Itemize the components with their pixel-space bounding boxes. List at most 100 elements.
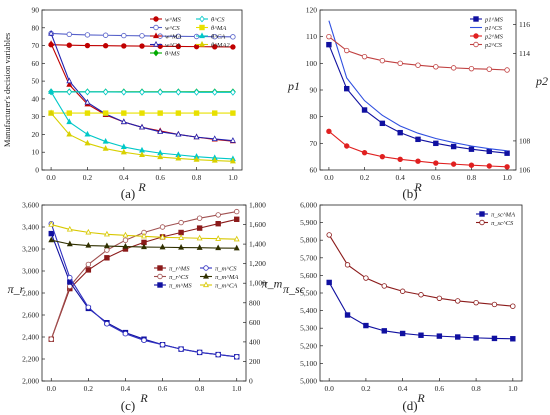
data-point <box>399 330 406 337</box>
data-point <box>175 33 182 40</box>
y2-tick-label: 600 <box>249 318 261 327</box>
data-point <box>84 110 91 116</box>
y-tick-label: 5,100 <box>300 359 317 368</box>
data-point <box>159 233 166 240</box>
data-point <box>84 42 91 49</box>
y-tick-label: 5,900 <box>300 218 317 227</box>
y-tick-label: 100 <box>306 59 318 68</box>
data-point <box>84 130 91 137</box>
data-point <box>66 42 72 48</box>
data-point <box>326 41 332 48</box>
data-point <box>157 128 164 134</box>
x-tick-label: 0.4 <box>395 173 405 182</box>
x-tick-label: 0.4 <box>398 384 408 393</box>
legend-marker <box>199 24 205 31</box>
legend-marker <box>479 211 485 217</box>
y-tick-label: 5,500 <box>300 289 317 298</box>
data-point <box>139 33 145 39</box>
chart-panel-3: 0.0 0.2 0.4 0.6 0.8 1.0 2,000 2,200 2,400 2,600 2,… <box>8 201 283 414</box>
x-tick-label: 0.8 <box>195 384 205 393</box>
data-point <box>215 235 222 241</box>
x-tick-label: 1.0 <box>508 384 518 393</box>
data-point <box>48 220 55 227</box>
legend-entry: π_m^MA <box>215 274 238 281</box>
data-point <box>120 118 127 125</box>
x-tick-label: 0.0 <box>47 384 57 393</box>
y-tick-label: 80 <box>310 112 318 121</box>
data-point <box>212 44 218 50</box>
x-tick-label: 0.6 <box>155 173 165 182</box>
y-tick-label: 120 <box>306 6 318 15</box>
data-point <box>211 135 218 141</box>
legend-entry: p2^MS <box>484 34 504 41</box>
data-point <box>104 321 110 327</box>
data-point <box>455 334 461 340</box>
y-tick-label: 5,300 <box>300 324 317 333</box>
data-point <box>67 274 73 281</box>
data-point <box>418 292 424 298</box>
data-point <box>230 34 236 40</box>
data-point <box>120 148 127 155</box>
data-point <box>399 288 406 294</box>
data-point <box>121 110 127 116</box>
x-axis-label: R <box>137 180 146 194</box>
data-point <box>48 88 55 94</box>
data-point <box>141 232 147 239</box>
data-point <box>193 133 200 140</box>
legend-entry: p1^CS <box>484 25 503 32</box>
data-point <box>84 88 91 96</box>
x-tick-label: 0.4 <box>121 384 131 393</box>
y-tick-label: 2,200 <box>22 355 39 364</box>
data-point <box>122 231 129 238</box>
legend-entry: θ^MA <box>211 25 226 32</box>
y2-tick-label: 114 <box>519 49 530 58</box>
data-point <box>436 333 443 339</box>
y2-tick-label: 800 <box>249 298 261 307</box>
data-point <box>486 148 492 155</box>
data-point <box>84 32 91 38</box>
data-point <box>468 65 475 72</box>
series-line-2 <box>328 20 508 152</box>
y-tick-label: 60 <box>310 166 318 175</box>
y-tick-label: 2,600 <box>22 311 39 320</box>
legend: w^MSw^CS w^MAw^CA θ^MS θ^CSθ^MA θ^CAθ^MA2 <box>150 15 230 58</box>
y-tick-label: 90 <box>32 6 40 15</box>
data-point <box>504 67 510 73</box>
data-point <box>510 303 516 309</box>
data-point <box>379 57 386 64</box>
data-point <box>66 31 72 38</box>
y-tick-label: 5,000 <box>300 377 317 386</box>
x-axis-label: R <box>416 391 425 405</box>
data-point <box>104 247 110 253</box>
legend-marker <box>153 16 159 22</box>
data-point <box>139 151 145 157</box>
data-point <box>66 118 73 125</box>
data-point <box>363 322 369 329</box>
data-point <box>102 43 109 49</box>
y-tick-label: 0 <box>35 166 39 175</box>
y-tick-label: 30 <box>32 112 40 121</box>
legend-marker <box>153 49 159 57</box>
data-point <box>473 335 479 341</box>
panel-label: (c) <box>121 398 135 413</box>
legend-entry: π_m^CA <box>215 283 237 290</box>
x-tick-label: 0.6 <box>435 384 445 393</box>
data-point <box>455 298 461 304</box>
y-axis-label: π_sc <box>283 282 306 296</box>
data-point <box>48 40 55 46</box>
data-point <box>473 299 479 306</box>
data-point <box>120 143 127 149</box>
y-tick-label: 70 <box>32 41 40 50</box>
data-point <box>139 88 145 96</box>
y-tick-label: 2,400 <box>22 333 39 342</box>
data-point <box>234 354 240 360</box>
y-tick-label: 2,000 <box>22 377 39 386</box>
data-point <box>178 243 185 250</box>
y2-tick-label: 1,600 <box>249 220 266 229</box>
y-tick-label: 2,800 <box>22 289 39 298</box>
data-point <box>344 262 351 268</box>
panel-label: (a) <box>121 186 135 201</box>
legend-entry: p2^CS <box>484 42 503 49</box>
y-tick-label: 5,700 <box>300 253 317 262</box>
